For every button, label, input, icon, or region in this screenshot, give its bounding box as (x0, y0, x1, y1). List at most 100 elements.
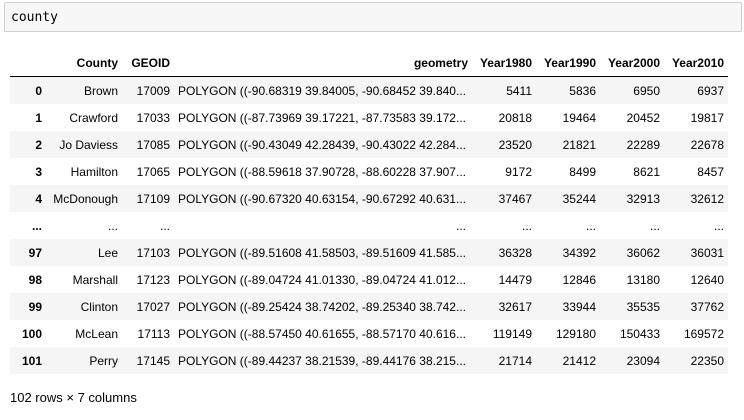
code-text: county (11, 10, 58, 25)
table-cell: 8621 (633, 164, 660, 179)
table-row: 1 Crawford 17033 POLYGON ((-87.73969 39.172… (10, 104, 728, 131)
table-cell: 35535 (626, 299, 660, 314)
table-cell: McDonough (53, 191, 118, 206)
table-cell: ... (159, 218, 170, 233)
table-cell: ... (585, 218, 596, 233)
table-cell: McLean (75, 326, 118, 341)
table-cell: Marshall (72, 272, 118, 287)
table-cell: ... (713, 218, 724, 233)
table-row: 97 Lee 17103 POLYGON ((-89.51608 41.58503, … (10, 239, 728, 266)
row-index: 98 (28, 272, 42, 287)
table-cell: 22350 (690, 353, 724, 368)
table-cell: 19464 (562, 110, 596, 125)
table-cell: 35244 (562, 191, 596, 206)
table-row: 4 McDonough 17109 POLYGON ((-90.67320 40.63… (10, 185, 728, 212)
table-cell: POLYGON ((-89.44237 38.21539, -89.44176 … (178, 353, 466, 368)
table-cell: POLYGON ((-89.51608 41.58503, -89.51609 … (178, 245, 466, 260)
table-cell: 5411 (506, 83, 532, 98)
row-index: 101 (21, 353, 42, 368)
header-row: County GEOID geometry Year1980 Year1990 Year2… (10, 49, 728, 77)
table-cell: Perry (89, 353, 118, 368)
table-cell: 36062 (626, 245, 660, 260)
row-index: 3 (35, 164, 42, 179)
table-cell: Jo Daviess (59, 137, 118, 152)
column-header: County (46, 49, 122, 77)
table-cell: 13180 (626, 272, 660, 287)
column-header: Year2000 (600, 49, 664, 77)
table-cell: POLYGON ((-89.04724 41.01330, -89.04724 … (178, 272, 466, 287)
table-cell: ... (455, 218, 466, 233)
row-index: 100 (21, 326, 42, 341)
table-cell: 8457 (697, 164, 724, 179)
table-cell: 34392 (562, 245, 596, 260)
code-cell[interactable]: county (4, 2, 742, 32)
row-index: 99 (28, 299, 42, 314)
table-cell: 21412 (562, 353, 596, 368)
table-cell: 37467 (498, 191, 532, 206)
table-cell: POLYGON ((-89.25424 38.74202, -89.25340 … (178, 299, 466, 314)
table-cell: 17145 (136, 353, 170, 368)
table-cell: 17065 (136, 164, 170, 179)
table-row: 2 Jo Daviess 17085 POLYGON ((-90.43049 42.2… (10, 131, 728, 158)
table-cell: 32913 (626, 191, 660, 206)
column-header: Year1980 (472, 49, 536, 77)
table-cell: 32612 (690, 191, 724, 206)
dataframe-table: County GEOID geometry Year1980 Year1990 Year2… (10, 49, 728, 374)
table-cell: 23094 (626, 353, 660, 368)
table-cell: 12846 (562, 272, 596, 287)
table-cell: 19817 (690, 110, 724, 125)
table-row: ........................ (10, 212, 728, 239)
row-index: 97 (28, 245, 42, 260)
table-cell: 17109 (136, 191, 170, 206)
table-cell: 17009 (136, 83, 170, 98)
table-cell: 17113 (137, 326, 170, 341)
column-header: GEOID (122, 49, 174, 77)
table-cell: POLYGON ((-90.43049 42.28439, -90.43022 … (178, 137, 466, 152)
table-row: 101 Perry 17145 POLYGON ((-89.44237 38.2153… (10, 347, 728, 374)
table-cell: POLYGON ((-88.57450 40.61655, -88.57170 … (178, 326, 466, 341)
table-cell: 36031 (690, 245, 724, 260)
table-cell: POLYGON ((-90.68319 39.84005, -90.68452 … (178, 83, 466, 98)
table-cell: Crawford (69, 110, 118, 125)
table-row: 100 McLean 17113 POLYGON ((-88.57450 40.616… (10, 320, 728, 347)
row-index: 0 (35, 83, 42, 98)
table-cell: POLYGON ((-88.59618 37.90728, -88.60228 … (178, 164, 466, 179)
column-header: Year1990 (536, 49, 600, 77)
table-cell: Brown (83, 83, 118, 98)
row-index: ... (31, 218, 42, 233)
table-cell: POLYGON ((-87.73969 39.17221, -87.73583 … (178, 110, 466, 125)
table-cell: Clinton (80, 299, 118, 314)
table-cell: 17123 (136, 272, 170, 287)
table-cell: 23520 (498, 137, 532, 152)
table-shape-summary: 102 rows × 7 columns (10, 390, 137, 405)
table-cell: 12640 (690, 272, 724, 287)
table-cell: 22678 (690, 137, 724, 152)
table-cell: 36328 (498, 245, 532, 260)
table-cell: 129180 (555, 326, 596, 341)
table-cell: 37762 (690, 299, 724, 314)
table-cell: 150433 (619, 326, 660, 341)
table-cell: Lee (97, 245, 118, 260)
table-body: 0 Brown 17009 POLYGON ((-90.68319 39.84005,… (10, 76, 728, 374)
table-cell: Hamilton (70, 164, 118, 179)
table-cell: 17033 (136, 110, 170, 125)
row-index: 2 (35, 137, 42, 152)
table-cell: ... (107, 218, 118, 233)
table-cell: 32617 (498, 299, 532, 314)
table-cell: 169572 (683, 326, 724, 341)
table-cell: 119149 (492, 326, 532, 341)
column-header: geometry (174, 49, 472, 77)
index-header (10, 49, 46, 77)
table-cell: 14479 (498, 272, 532, 287)
table-row: 3 Hamilton 17065 POLYGON ((-88.59618 37.907… (10, 158, 728, 185)
table-cell: 9172 (505, 164, 532, 179)
table-cell: POLYGON ((-90.67320 40.63154, -90.67292 … (178, 191, 466, 206)
table-cell: 21714 (498, 353, 532, 368)
table-cell: ... (649, 218, 660, 233)
row-index: 4 (35, 191, 42, 206)
table-cell: 6937 (697, 83, 724, 98)
table-cell: 5836 (569, 83, 596, 98)
table-cell: 17103 (136, 245, 170, 260)
table-row: 98 Marshall 17123 POLYGON ((-89.04724 41.01… (10, 266, 728, 293)
table-cell: 17027 (136, 299, 170, 314)
